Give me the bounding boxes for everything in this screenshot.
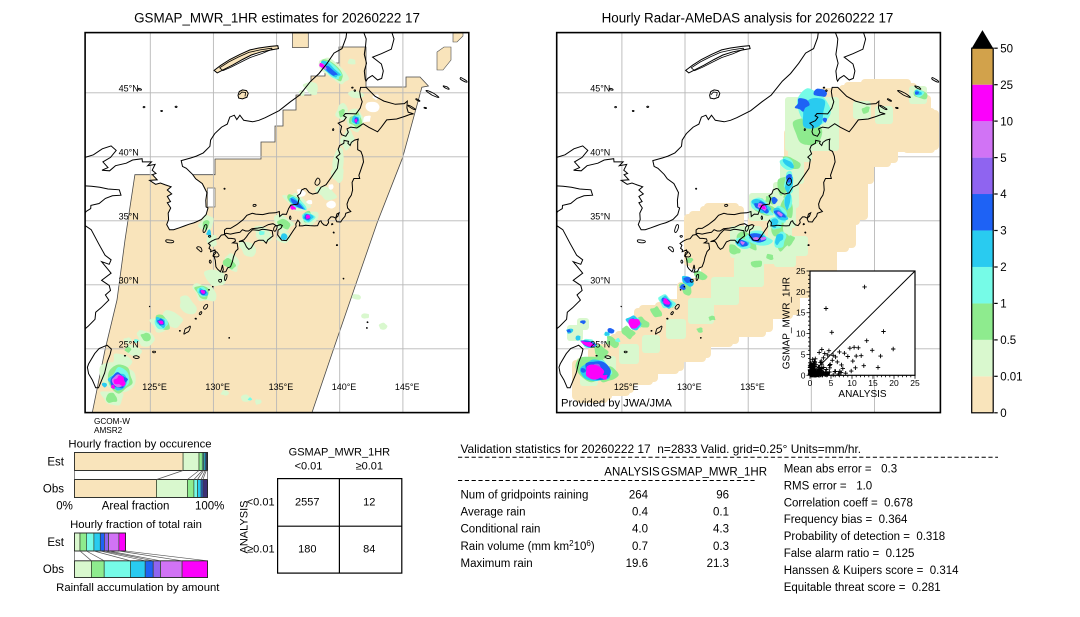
- svg-text:130°E: 130°E: [205, 382, 230, 392]
- svg-text:5: 5: [1000, 153, 1006, 165]
- svg-text:≥0.01: ≥0.01: [247, 544, 274, 556]
- svg-text:Frequency bias = 0.364: Frequency bias = 0.364: [784, 514, 908, 526]
- svg-text:0.3: 0.3: [713, 541, 729, 553]
- svg-text:GSMAP_MWR_1HR: GSMAP_MWR_1HR: [782, 277, 793, 369]
- svg-text:30°N: 30°N: [119, 275, 139, 285]
- svg-text:ANALYSIS: ANALYSIS: [838, 389, 886, 400]
- svg-text:10: 10: [1000, 116, 1013, 128]
- svg-text:Mean abs error = 0.3: Mean abs error = 0.3: [784, 464, 897, 476]
- svg-text:Obs: Obs: [43, 484, 64, 496]
- svg-text:0.5: 0.5: [1000, 335, 1016, 347]
- svg-text:45°N: 45°N: [590, 83, 610, 93]
- svg-text:1: 1: [1000, 299, 1006, 311]
- svg-text:5: 5: [829, 378, 834, 388]
- svg-text:≥0.01: ≥0.01: [356, 461, 383, 473]
- svg-text:264: 264: [629, 490, 649, 502]
- svg-text:Rain volume (mm km2106): Rain volume (mm km2106): [461, 539, 595, 553]
- svg-text:Correlation coeff = 0.678: Correlation coeff = 0.678: [784, 497, 913, 509]
- svg-text:180: 180: [298, 544, 316, 556]
- svg-text:Hanssen & Kuipers score = 0.3: Hanssen & Kuipers score = 0.314: [784, 565, 959, 577]
- svg-text:25: 25: [910, 378, 920, 388]
- svg-text:30°N: 30°N: [590, 275, 610, 285]
- svg-text:15: 15: [868, 378, 878, 388]
- svg-text:GCOM-W: GCOM-W: [94, 417, 130, 426]
- svg-text:0.4: 0.4: [632, 507, 649, 519]
- svg-text:5: 5: [801, 349, 806, 359]
- svg-text:35°N: 35°N: [119, 211, 139, 221]
- svg-text:84: 84: [363, 544, 375, 556]
- svg-text:2557: 2557: [295, 497, 319, 509]
- svg-text:15: 15: [796, 308, 806, 318]
- svg-text:0%: 0%: [56, 501, 73, 513]
- svg-text:2: 2: [1000, 262, 1006, 274]
- svg-text:False alarm ratio = 0.125: False alarm ratio = 0.125: [784, 548, 915, 560]
- svg-text:Rainfall accumulation by amoun: Rainfall accumulation by amount: [56, 582, 220, 594]
- svg-text:<0.01: <0.01: [295, 461, 323, 473]
- svg-text:ANALYSIS: ANALYSIS: [604, 467, 660, 479]
- svg-text:20: 20: [796, 287, 806, 297]
- svg-text:Est: Est: [47, 457, 64, 469]
- svg-text:0.01: 0.01: [1000, 372, 1022, 384]
- svg-text:ANALYSIS: ANALYSIS: [239, 501, 251, 554]
- svg-text:Obs: Obs: [43, 564, 64, 576]
- svg-text:Areal fraction: Areal fraction: [102, 501, 170, 513]
- svg-text:0.7: 0.7: [632, 541, 648, 553]
- svg-text:Hourly Radar-AMeDAS analysis f: Hourly Radar-AMeDAS analysis for 2026022…: [602, 11, 894, 26]
- svg-text:<0.01: <0.01: [247, 497, 275, 509]
- svg-text:40°N: 40°N: [590, 147, 610, 157]
- svg-text:4.0: 4.0: [632, 524, 648, 536]
- svg-text:19.6: 19.6: [626, 558, 648, 570]
- svg-text:0: 0: [1000, 408, 1006, 420]
- svg-text:Equitable threat score = 0.28: Equitable threat score = 0.281: [784, 582, 941, 594]
- svg-text:GSMAP_MWR_1HR: GSMAP_MWR_1HR: [289, 447, 391, 459]
- svg-text:50: 50: [1000, 43, 1013, 55]
- svg-text:4.3: 4.3: [713, 524, 729, 536]
- svg-text:Maximum rain: Maximum rain: [461, 558, 533, 570]
- svg-text:GSMAP_MWR_1HR estimates for 20: GSMAP_MWR_1HR estimates for 20260222 17: [134, 11, 420, 26]
- svg-text:25°N: 25°N: [119, 339, 139, 349]
- svg-text:Est: Est: [47, 537, 64, 549]
- svg-text:130°E: 130°E: [677, 382, 702, 392]
- svg-text:125°E: 125°E: [142, 382, 167, 392]
- svg-text:25: 25: [1000, 80, 1013, 92]
- svg-text:Hourly fraction by occurence: Hourly fraction by occurence: [68, 439, 211, 451]
- svg-text:0: 0: [801, 370, 806, 380]
- svg-text:135°E: 135°E: [740, 382, 765, 392]
- svg-text:3: 3: [1000, 226, 1006, 238]
- svg-text:Num of gridpoints raining: Num of gridpoints raining: [461, 490, 589, 502]
- svg-text:Validation statistics for 2026: Validation statistics for 20260222 17 n=…: [461, 442, 862, 456]
- svg-text:25: 25: [796, 266, 806, 276]
- svg-text:0.1: 0.1: [713, 507, 729, 519]
- svg-text:10: 10: [847, 378, 857, 388]
- svg-text:Average rain: Average rain: [461, 507, 526, 519]
- svg-text:35°N: 35°N: [590, 211, 610, 221]
- svg-text:145°E: 145°E: [395, 382, 420, 392]
- svg-text:0: 0: [808, 378, 813, 388]
- svg-text:AMSR2: AMSR2: [94, 426, 123, 435]
- svg-text:100%: 100%: [195, 501, 224, 513]
- svg-text:Provided by JWA/JMA: Provided by JWA/JMA: [561, 398, 672, 410]
- svg-text:25°N: 25°N: [590, 339, 610, 349]
- svg-text:45°N: 45°N: [119, 83, 139, 93]
- svg-text:125°E: 125°E: [614, 382, 639, 392]
- svg-text:10: 10: [796, 329, 806, 339]
- svg-text:Hourly fraction of total rain: Hourly fraction of total rain: [70, 519, 202, 531]
- svg-text:135°E: 135°E: [269, 382, 294, 392]
- svg-text:4: 4: [1000, 189, 1007, 201]
- svg-text:RMS error = 1.0: RMS error = 1.0: [784, 480, 873, 492]
- svg-text:Probability of detection = 0.: Probability of detection = 0.318: [784, 531, 945, 543]
- svg-text:40°N: 40°N: [119, 147, 139, 157]
- svg-text:96: 96: [716, 490, 729, 502]
- svg-text:21.3: 21.3: [707, 558, 729, 570]
- svg-text:140°E: 140°E: [332, 382, 357, 392]
- svg-text:12: 12: [363, 497, 375, 509]
- svg-text:20: 20: [889, 378, 899, 388]
- svg-text:GSMAP_MWR_1HR: GSMAP_MWR_1HR: [661, 467, 767, 479]
- svg-text:Conditional rain: Conditional rain: [461, 524, 541, 536]
